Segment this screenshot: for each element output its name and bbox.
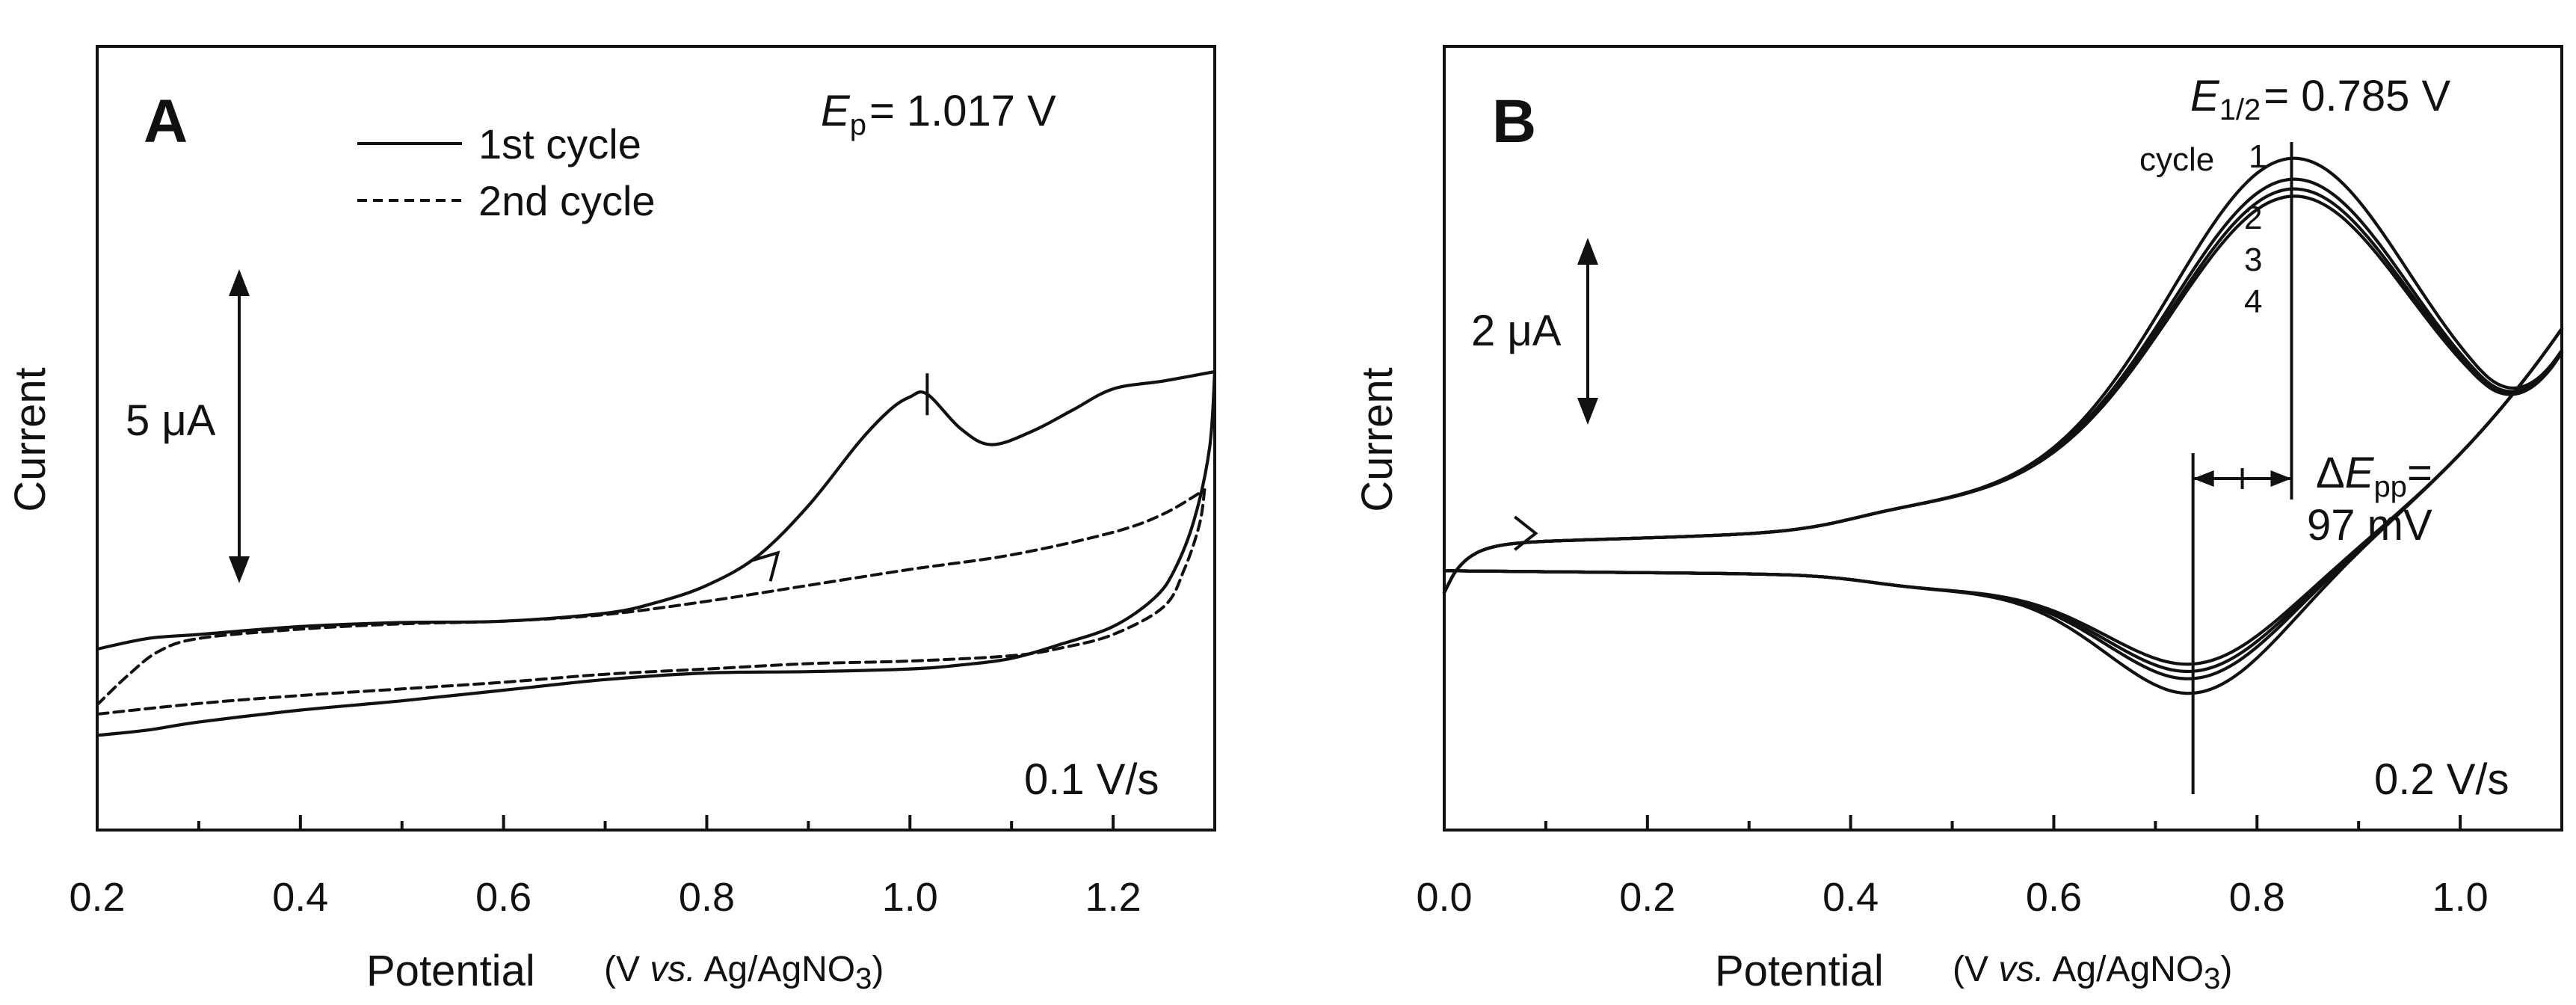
panel-b-scale-bar-arrow-down <box>1577 398 1598 425</box>
panel-a-x-tick-label: 1.0 <box>882 875 938 920</box>
panel-b-letter: B <box>1492 87 1536 156</box>
panel-b-half-wave-label: E1/2= 0.785 V <box>2190 72 2451 126</box>
panel-b-scale-bar-arrow-up <box>1577 238 1598 265</box>
panel-a-sweep-arrow-head <box>752 550 780 582</box>
panel-b: 0.0 0.2 0.4 0.6 0.8 1.0 B E1/2= 0.785 V cycle… <box>1353 45 2564 995</box>
cycle-label-3: 3 <box>2244 242 2262 278</box>
panel-b-y-axis-title: Current <box>1353 367 1402 511</box>
panel-a-x-tick-label: 0.8 <box>679 875 735 920</box>
peak-subscript: p <box>850 108 866 141</box>
panel-b-cycle-4-reverse-trace <box>1442 327 2564 666</box>
delta-epp-value: 97 mV <box>2307 501 2432 550</box>
delta-subscript: pp <box>2373 470 2407 503</box>
delta-epp-marker <box>2193 468 2292 489</box>
half-wave-symbol: E <box>2190 72 2220 120</box>
delta-epp-label: ΔEpp= <box>2316 449 2432 503</box>
x-units-ref: Ag/AgNO <box>2045 950 2204 989</box>
panel-a-scan-rate: 0.1 V/s <box>1024 755 1159 804</box>
delta-symbol: E <box>2345 449 2375 497</box>
half-wave-value: = 0.785 V <box>2264 72 2450 120</box>
x-units-prefix: (V <box>1953 950 1998 989</box>
x-units-subscript: 3 <box>2204 962 2220 995</box>
panel-a-x-ticks: 0.2 0.4 0.6 0.8 1.0 1.2 <box>69 815 1216 920</box>
panel-b-x-tick-label: 0.2 <box>1619 875 1675 920</box>
panel-b-x-tick-label: 1.0 <box>2432 875 2489 920</box>
panel-b-x-tick-label: 0.8 <box>2229 875 2285 920</box>
panel-a-y-axis-title: Current <box>6 367 55 511</box>
half-wave-subscript: 1/2 <box>2219 93 2261 126</box>
panel-a-letter: A <box>144 87 188 156</box>
legend-label-2nd-cycle: 2nd cycle <box>478 177 656 224</box>
panel-a-series <box>95 369 1217 737</box>
panel-b-x-tick-label: 0.0 <box>1416 875 1472 920</box>
panel-b-series <box>1442 156 2564 695</box>
legend-label-1st-cycle: 1st cycle <box>478 120 641 168</box>
panel-a-cycle-1-reverse-trace <box>95 369 1217 737</box>
panel-b-scan-rate: 0.2 V/s <box>2374 755 2509 804</box>
delta-eq: = <box>2407 449 2432 497</box>
x-units-vs: vs. <box>1998 950 2044 989</box>
peak-symbol: E <box>821 87 851 135</box>
delta-epp-arrow-left <box>2193 470 2214 487</box>
panel-b-x-tick-label: 0.4 <box>1822 875 1879 920</box>
x-units-close: ) <box>872 950 884 989</box>
x-units-prefix: (V <box>604 950 650 989</box>
delta-epp-arrow-right <box>2270 470 2292 487</box>
cycle-label-2: 2 <box>2244 200 2262 236</box>
panel-a-scale-bar-label: 5 μA <box>126 396 216 445</box>
panel-b-x-ticks: 0.0 0.2 0.4 0.6 0.8 1.0 <box>1416 815 2563 920</box>
panel-a-x-tick-label: 1.2 <box>1085 875 1141 920</box>
panel-a-cycle-1-forward-trace <box>95 369 1217 651</box>
cycle-label-1: 1 <box>2249 138 2267 175</box>
panel-a-scale-bar-arrow-down <box>229 556 250 583</box>
panel-b-x-tick-label: 0.6 <box>2026 875 2082 920</box>
panel-b-sweep-direction-arrow <box>1514 515 1538 551</box>
cycle-label-4: 4 <box>2244 283 2262 320</box>
panel-b-cycle-4-forward-trace <box>1442 194 2564 594</box>
panel-b-plot-frame <box>1443 45 2563 832</box>
x-units-close: ) <box>2220 950 2232 989</box>
panel-a-x-axis-title: Potential <box>366 947 535 995</box>
x-units-subscript: 3 <box>855 962 872 995</box>
panel-b-x-axis-title: Potential <box>1715 947 1884 995</box>
panel-a-cycle-2-reverse-trace <box>96 488 1207 716</box>
panel-a-x-axis-units: (V vs. Ag/AgNO3) <box>604 950 884 995</box>
cycle-word-label: cycle <box>2139 141 2214 178</box>
panel-a-x-tick-label: 0.4 <box>272 875 328 920</box>
panel-a-sweep-direction-arrow <box>752 550 780 582</box>
panel-a-x-tick-label: 0.2 <box>69 875 125 920</box>
delta-prefix: Δ <box>2316 449 2345 497</box>
x-units-vs: vs. <box>650 950 695 989</box>
panel-a-cycle-2-forward-trace <box>96 488 1207 707</box>
panel-a-x-tick-label: 0.6 <box>475 875 531 920</box>
panel-b-sweep-arrow-head <box>1514 515 1538 551</box>
panel-a-peak-label: Ep= 1.017 V <box>821 87 1056 141</box>
panel-a-scale-bar-arrow-up <box>229 269 250 296</box>
panel-a-plot-frame <box>96 45 1216 832</box>
peak-value: = 1.017 V <box>869 87 1056 135</box>
x-units-ref: Ag/AgNO <box>696 950 855 989</box>
panel-b-scale-bar-label: 2 μA <box>1471 307 1562 355</box>
panel-a: 0.2 0.4 0.6 0.8 1.0 1.2 A 1st cycle 2nd cycle… <box>6 45 1217 995</box>
panel-b-x-axis-units: (V vs. Ag/AgNO3) <box>1953 950 2232 995</box>
